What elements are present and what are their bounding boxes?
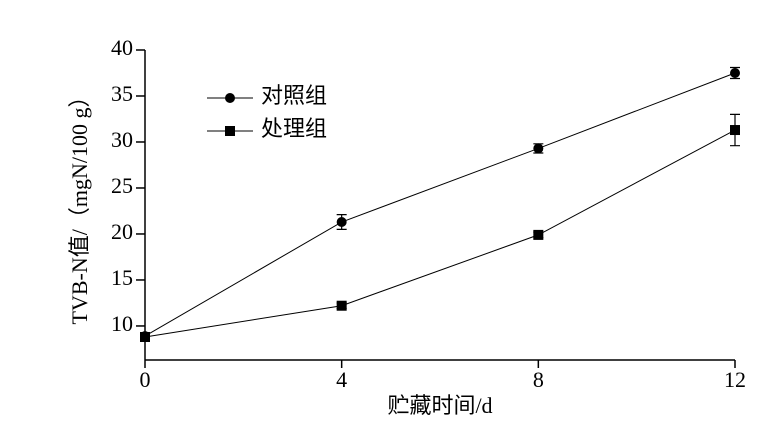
legend-label: 处理组 [261,116,327,141]
legend-marker [225,126,235,136]
data-point [140,332,150,343]
x-tick-label: 12 [724,367,746,392]
x-axis-label: 贮藏时间/d [387,393,492,418]
y-tick-label: 10 [111,311,133,336]
y-tick-label: 30 [111,127,133,152]
legend-label: 对照组 [261,83,327,108]
x-tick-label: 0 [140,367,151,392]
data-point [533,229,544,240]
data-point [533,143,544,154]
y-tick-label: 20 [111,219,133,244]
series-line [144,129,736,338]
y-tick-label: 15 [111,265,133,290]
x-tick-label: 8 [533,367,544,392]
data-point [336,300,347,311]
y-axis-label: TVB-N值/（mgN/100 g） [67,86,92,325]
y-tick-label: 35 [111,81,133,106]
x-tick-label: 4 [336,367,347,392]
data-point [730,67,740,78]
series-line [144,72,736,337]
legend-marker [225,93,235,103]
data-point [730,125,740,136]
y-tick-label: 40 [111,35,133,60]
y-tick-label: 25 [111,173,133,198]
data-point [336,217,347,228]
